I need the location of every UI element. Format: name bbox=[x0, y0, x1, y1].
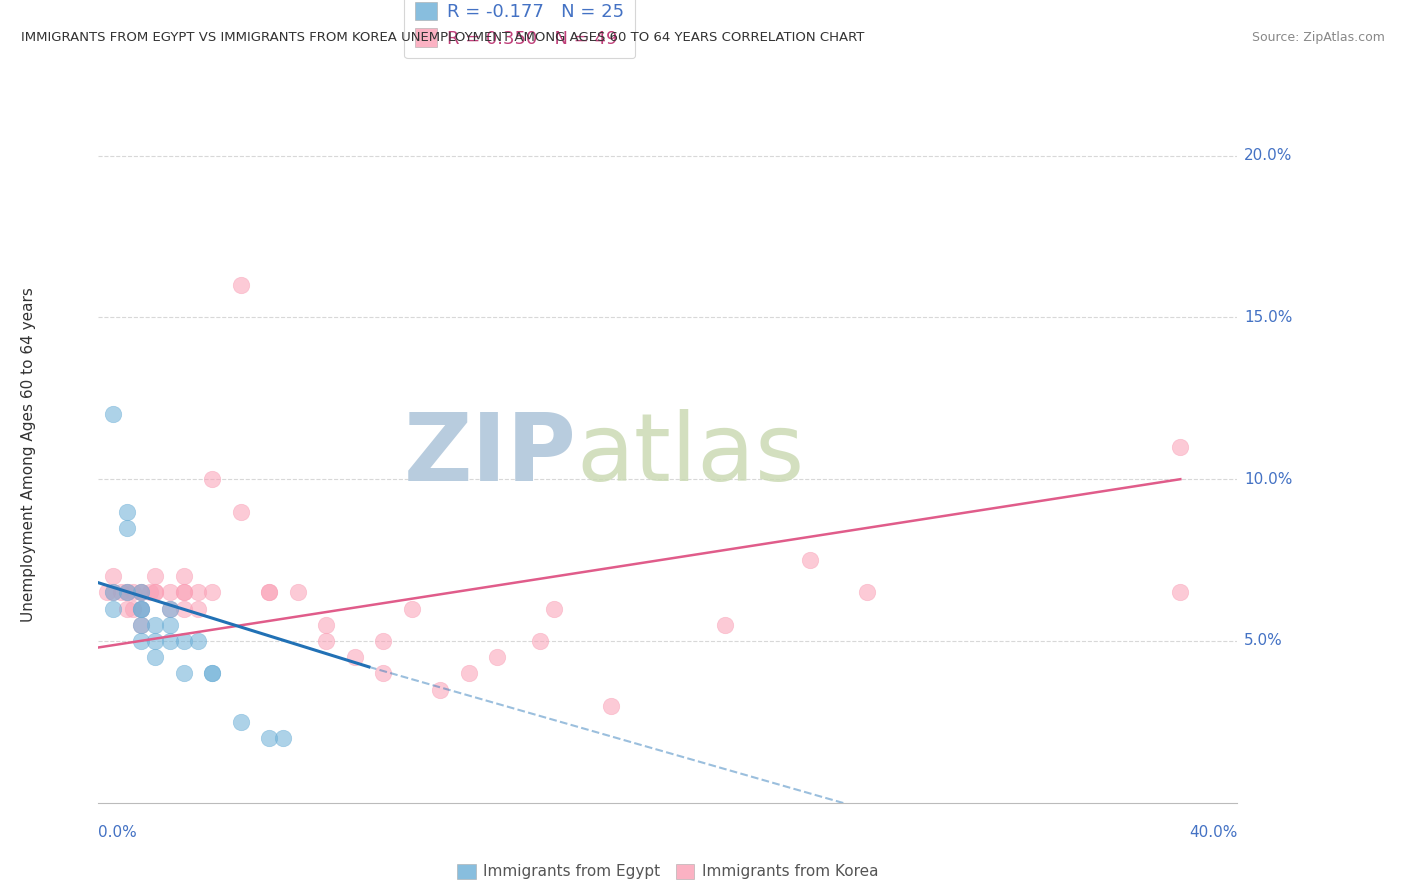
Point bbox=[121, 601, 143, 615]
Point bbox=[187, 634, 209, 648]
Text: Source: ZipAtlas.com: Source: ZipAtlas.com bbox=[1251, 31, 1385, 45]
Point bbox=[115, 585, 138, 599]
Point bbox=[115, 585, 138, 599]
Point bbox=[129, 617, 152, 632]
Point bbox=[600, 698, 623, 713]
Point bbox=[287, 585, 309, 599]
Point bbox=[315, 634, 337, 648]
Point bbox=[101, 408, 124, 422]
Point bbox=[173, 569, 195, 583]
Text: 20.0%: 20.0% bbox=[1244, 148, 1292, 163]
Text: 15.0%: 15.0% bbox=[1244, 310, 1292, 325]
Point bbox=[159, 585, 181, 599]
Text: IMMIGRANTS FROM EGYPT VS IMMIGRANTS FROM KOREA UNEMPLOYMENT AMONG AGES 60 TO 64 : IMMIGRANTS FROM EGYPT VS IMMIGRANTS FROM… bbox=[21, 31, 865, 45]
Point bbox=[129, 585, 152, 599]
Text: 10.0%: 10.0% bbox=[1244, 472, 1292, 487]
Legend: Immigrants from Egypt, Immigrants from Korea: Immigrants from Egypt, Immigrants from K… bbox=[451, 857, 884, 886]
Point bbox=[259, 731, 281, 745]
Point bbox=[115, 585, 138, 599]
Point bbox=[259, 585, 281, 599]
Point bbox=[129, 601, 152, 615]
Point bbox=[115, 504, 138, 518]
Point bbox=[129, 601, 152, 615]
Point bbox=[138, 585, 160, 599]
Point bbox=[96, 585, 118, 599]
Point bbox=[373, 666, 395, 681]
Point bbox=[187, 585, 209, 599]
Point bbox=[159, 601, 181, 615]
Point bbox=[1170, 585, 1192, 599]
Point bbox=[129, 585, 152, 599]
Point bbox=[145, 569, 167, 583]
Point bbox=[259, 585, 281, 599]
Point bbox=[115, 601, 138, 615]
Point bbox=[173, 634, 195, 648]
Point bbox=[315, 617, 337, 632]
Point bbox=[101, 569, 124, 583]
Point bbox=[429, 682, 451, 697]
Point bbox=[129, 585, 152, 599]
Point bbox=[101, 601, 124, 615]
Point bbox=[145, 617, 167, 632]
Point bbox=[101, 585, 124, 599]
Point bbox=[101, 585, 124, 599]
Point bbox=[173, 585, 195, 599]
Point bbox=[799, 553, 821, 567]
Point bbox=[343, 650, 366, 665]
Point bbox=[401, 601, 423, 615]
Point bbox=[714, 617, 737, 632]
Point bbox=[229, 504, 252, 518]
Point bbox=[201, 472, 224, 486]
Point bbox=[187, 601, 209, 615]
Point bbox=[145, 650, 167, 665]
Point bbox=[173, 601, 195, 615]
Point bbox=[145, 585, 167, 599]
Text: atlas: atlas bbox=[576, 409, 806, 501]
Point bbox=[129, 601, 152, 615]
Point bbox=[159, 601, 181, 615]
Point bbox=[115, 521, 138, 535]
Point bbox=[110, 585, 132, 599]
Point bbox=[486, 650, 509, 665]
Text: Unemployment Among Ages 60 to 64 years: Unemployment Among Ages 60 to 64 years bbox=[21, 287, 35, 623]
Point bbox=[229, 714, 252, 729]
Point bbox=[145, 585, 167, 599]
Point bbox=[373, 634, 395, 648]
Point bbox=[201, 585, 224, 599]
Point bbox=[1170, 440, 1192, 454]
Text: 0.0%: 0.0% bbox=[98, 825, 138, 840]
Point bbox=[201, 666, 224, 681]
Point bbox=[159, 617, 181, 632]
Point bbox=[173, 585, 195, 599]
Text: 5.0%: 5.0% bbox=[1244, 633, 1284, 648]
Point bbox=[129, 634, 152, 648]
Point bbox=[529, 634, 551, 648]
Point bbox=[273, 731, 295, 745]
Point bbox=[856, 585, 879, 599]
Point bbox=[229, 278, 252, 293]
Point bbox=[129, 617, 152, 632]
Point bbox=[201, 666, 224, 681]
Text: 40.0%: 40.0% bbox=[1189, 825, 1237, 840]
Point bbox=[145, 634, 167, 648]
Point bbox=[543, 601, 565, 615]
Point bbox=[457, 666, 479, 681]
Text: ZIP: ZIP bbox=[404, 409, 576, 501]
Point bbox=[173, 666, 195, 681]
Point bbox=[159, 634, 181, 648]
Point bbox=[121, 585, 143, 599]
